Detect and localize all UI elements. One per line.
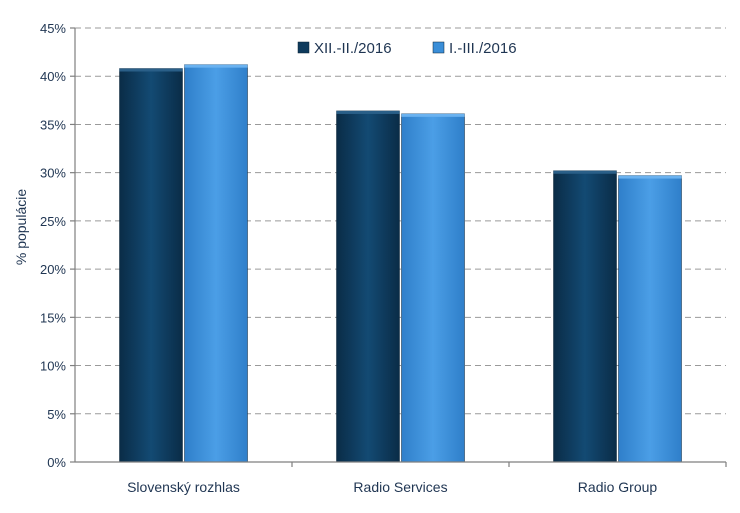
bar-cap <box>336 110 400 114</box>
axes <box>70 27 727 467</box>
bar-cap <box>184 64 248 68</box>
bar-xii-ii-2016 <box>119 68 183 463</box>
y-tick-label: 30% <box>40 166 66 181</box>
legend-swatch <box>297 41 310 54</box>
bar-i-iii-2016 <box>618 175 682 463</box>
bar-cap <box>119 68 183 72</box>
y-tick-label: 15% <box>40 310 66 325</box>
bar-i-iii-2016 <box>401 113 465 463</box>
x-category-label: Radio Services <box>353 479 447 495</box>
bar-i-iii-2016 <box>184 64 248 463</box>
bar-cap <box>401 113 465 117</box>
y-tick-label: 5% <box>47 407 66 422</box>
y-tick-label: 20% <box>40 262 66 277</box>
y-axis-title: % populácie <box>13 189 29 265</box>
y-tick-label: 25% <box>40 214 66 229</box>
y-tick-label: 45% <box>40 21 66 36</box>
x-category-label: Slovenský rozhlas <box>127 479 240 495</box>
bar-xii-ii-2016 <box>553 170 617 463</box>
legend-label: I.-III./2016 <box>449 40 517 57</box>
y-tick-label: 40% <box>40 69 66 84</box>
bars <box>119 64 682 463</box>
legend-label: XII.-II./2016 <box>314 40 392 57</box>
gridlines <box>75 27 726 415</box>
bar-xii-ii-2016 <box>336 110 400 463</box>
legend-swatch <box>432 41 445 54</box>
bar-cap <box>618 175 682 179</box>
x-category-label: Radio Group <box>578 479 658 495</box>
y-tick-label: 10% <box>40 359 66 374</box>
y-tick-label: 35% <box>40 117 66 132</box>
y-tick-label: 0% <box>47 455 66 470</box>
bar-cap <box>553 170 617 174</box>
tick-labels: 0% 5% 10% 15% 20% 25% 30% 35% 40% 45% Slovenský ro… <box>40 21 657 495</box>
legend: XII.-II./2016 I.-III./2016 <box>297 40 517 57</box>
